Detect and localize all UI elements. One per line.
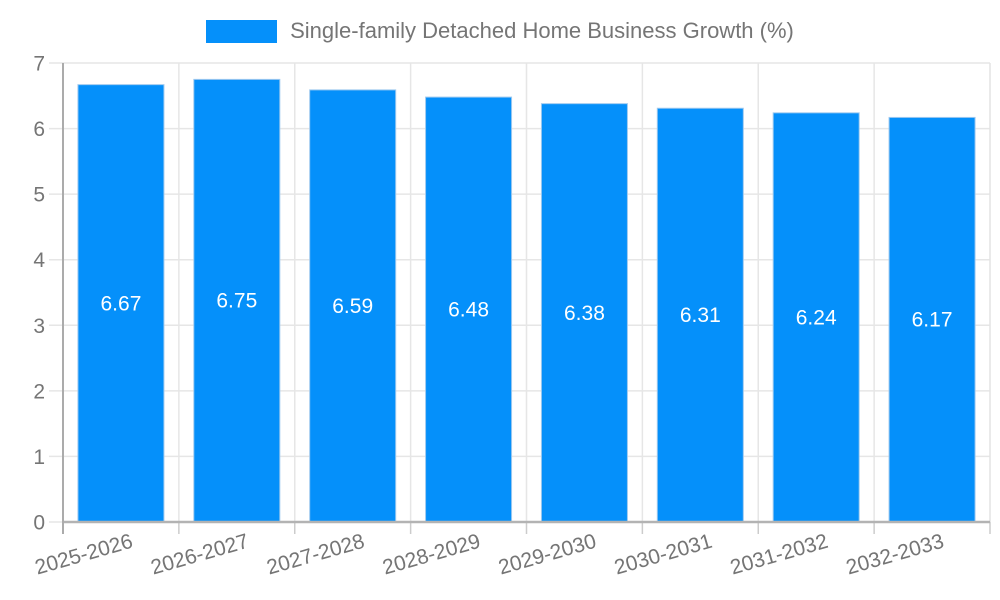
y-tick-label: 6 [33,118,45,141]
bar-value-label: 6.48 [448,299,489,322]
bar-value-label: 6.75 [216,290,257,313]
x-tick-label: 2030-2031 [612,530,715,580]
x-tick-label: 2026-2027 [148,530,251,580]
bar[interactable] [540,103,628,523]
x-tick-label: 2027-2028 [264,530,367,580]
bar[interactable] [309,89,397,523]
bar[interactable] [888,116,976,523]
bar[interactable] [193,78,281,523]
y-tick-label: 1 [33,446,45,469]
y-tick-label: 3 [33,315,45,338]
legend[interactable]: Single-family Detached Home Business Gro… [0,18,1000,44]
bar[interactable] [425,96,513,523]
y-tick-label: 0 [33,512,45,535]
x-tick-label: 2025-2026 [32,530,135,580]
y-tick-label: 2 [33,380,45,403]
bar-value-label: 6.31 [680,304,721,327]
y-tick-label: 5 [33,184,45,207]
bar-value-label: 6.67 [101,292,142,315]
y-tick-label: 7 [33,53,45,76]
bar-value-label: 6.17 [912,309,953,332]
bar[interactable] [772,112,860,523]
bar[interactable] [656,107,744,523]
x-tick-label: 2031-2032 [728,530,831,580]
legend-swatch [206,19,278,43]
x-tick-label: 2029-2030 [496,530,599,580]
bar[interactable] [77,84,165,523]
x-tick-label: 2028-2029 [380,530,483,580]
x-tick-label: 2032-2033 [844,530,947,580]
bar-value-label: 6.24 [796,306,837,329]
legend-label: Single-family Detached Home Business Gro… [290,18,794,43]
bar-value-label: 6.38 [564,302,605,325]
y-tick-label: 4 [33,249,45,272]
bar-value-label: 6.59 [332,295,373,318]
